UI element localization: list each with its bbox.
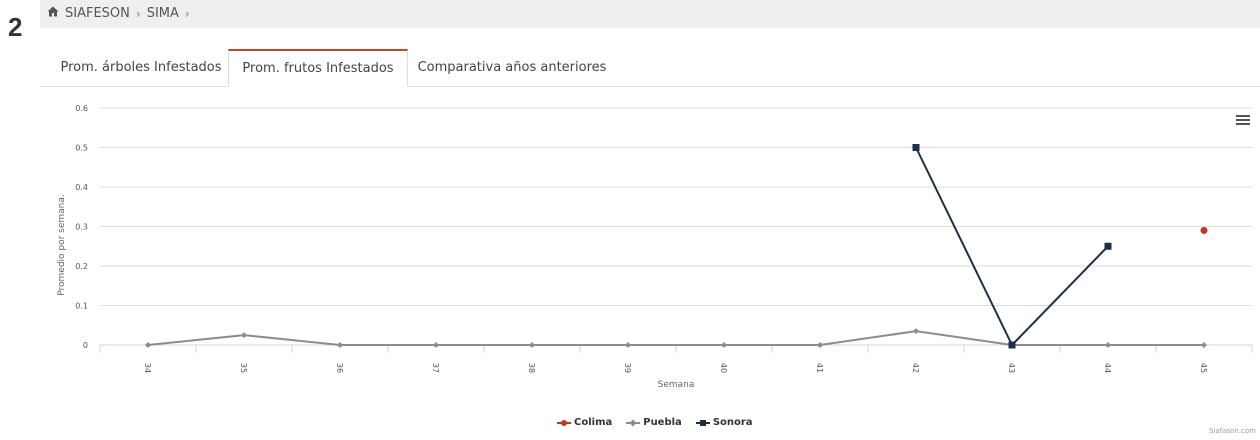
data-point-puebla[interactable] [529,342,535,348]
y-tick-label: 0.5 [75,144,88,153]
data-point-puebla[interactable] [433,342,439,348]
x-tick-label: 37 [431,363,440,373]
series-line-sonora [915,147,1013,346]
home-icon[interactable] [47,6,59,21]
series-line-puebla [915,330,1013,346]
breadcrumb-item-siafeson[interactable]: SIAFESON [65,6,130,21]
legend-label: Colima [574,417,613,428]
y-axis-title: Promedio por semana. [57,194,67,296]
legend-item-sonora[interactable]: Sonora [695,417,753,428]
hamburger-menu-icon[interactable] [1236,115,1250,125]
chart-legend: Colima Puebla Sonora [557,417,753,428]
data-point-puebla[interactable] [817,342,823,348]
chevron-right-icon: › [184,6,190,21]
series-line-puebla [243,334,341,346]
x-tick-label: 39 [623,363,632,373]
x-tick-label: 45 [1199,363,1208,373]
data-point-puebla[interactable] [913,328,919,335]
chevron-right-icon: › [135,6,141,21]
x-tick-label: 41 [815,363,824,373]
data-point-puebla[interactable] [337,342,343,348]
line-chart: 0 0.1 0.2 0.3 0.4 0.5 0.6 34 35 36 37 38 39 40 41 42 43 4… [57,104,1253,390]
x-tick-label: 36 [335,363,344,373]
x-tick-label: 38 [527,363,536,373]
series-line-sonora [1011,245,1109,346]
circle-marker-icon [557,419,571,426]
y-tick-label: 0.6 [75,104,88,113]
data-point-sonora[interactable] [1104,242,1112,250]
breadcrumb-item-sima[interactable]: SIMA [146,6,179,21]
data-point-puebla[interactable] [1105,342,1111,348]
tab-comparativa[interactable]: Comparativa años anteriores [417,60,607,75]
x-tick-label: 43 [1007,363,1016,373]
diamond-marker-icon [626,419,641,426]
x-tick-label: 35 [239,363,248,373]
y-tick-label: 0.2 [75,262,88,271]
x-tick-label: 42 [911,363,920,373]
breadcrumb-bar [40,0,1260,28]
data-point-puebla[interactable] [145,342,151,348]
y-tick-label: 0.3 [75,223,88,232]
legend-item-puebla[interactable]: Puebla [626,417,682,428]
tab-bar: Prom. árboles Infestados Prom. frutos In… [40,49,1260,87]
step-number: 2 [8,12,23,42]
data-point-sonora[interactable] [1008,341,1016,349]
y-tick-label: 0.4 [75,183,88,192]
x-axis-title: Semana [658,380,695,390]
data-point-puebla[interactable] [1201,342,1207,348]
tab-prom-arboles[interactable]: Prom. árboles Infestados [60,60,222,75]
series-line-puebla [147,334,245,346]
legend-label: Puebla [643,417,682,428]
data-point-puebla[interactable] [241,332,247,339]
data-point-puebla[interactable] [721,342,727,348]
x-tick-label: 34 [143,363,152,373]
chart-credits[interactable]: Siafason.com [1209,427,1256,435]
y-tick-label: 0 [83,341,88,350]
breadcrumb: SIAFESON › SIMA › [47,6,190,21]
data-point-sonora[interactable] [912,144,920,151]
series-line-puebla [819,330,917,346]
legend-label: Sonora [712,417,753,428]
x-tick-label: 40 [719,363,728,373]
y-tick-label: 0.1 [75,302,88,311]
legend-item-colima[interactable]: Colima [557,417,612,428]
x-tick-label: 44 [1103,363,1112,373]
square-marker-icon [695,419,710,426]
tab-prom-frutos[interactable]: Prom. frutos Infestados [228,49,408,87]
data-point-puebla[interactable] [625,342,631,348]
data-point-colima[interactable] [1200,226,1208,234]
